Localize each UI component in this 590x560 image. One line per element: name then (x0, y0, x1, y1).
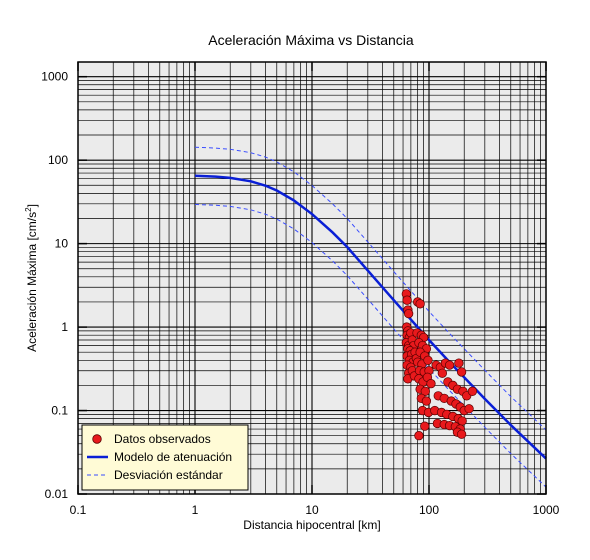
data-point (415, 299, 425, 309)
y-tick-label: 100 (48, 153, 68, 167)
y-axis-label-superscript: 2 (24, 207, 33, 212)
data-point (457, 416, 467, 426)
data-point (444, 360, 455, 370)
y-tick-label: 0.01 (45, 487, 69, 501)
data-point (426, 379, 436, 389)
legend-label-deviation: Desviación estándar (114, 468, 223, 482)
data-point (423, 355, 433, 365)
data-point (420, 421, 430, 431)
x-tick-label: 0.1 (70, 503, 87, 517)
axis-ticks (77, 62, 547, 495)
x-tick-label: 100 (419, 503, 439, 517)
data-point (454, 358, 464, 368)
y-tick-labels: 0.01 0.1 1 10 100 1000 (41, 70, 68, 501)
legend-marker-observed (92, 434, 102, 444)
model-line (194, 174, 547, 460)
x-tick-labels: 0.1 1 10 100 1000 (70, 503, 560, 517)
x-tick-label: 1 (192, 503, 199, 517)
legend-box (81, 424, 249, 491)
data-point (421, 396, 432, 406)
data-point (456, 367, 467, 377)
data-point (467, 386, 478, 396)
y-axis-label: Aceleración Máxima [cm/s2] (24, 204, 39, 352)
y-tick-label: 1 (61, 320, 68, 334)
data-point (456, 429, 467, 439)
data-point (420, 386, 430, 396)
data-point (414, 431, 424, 441)
x-tick-label: 10 (305, 503, 319, 517)
y-axis-label-main: Aceleración Máxima [cm/s (25, 212, 39, 352)
legend: Datos observados Modelo de atenuación De… (81, 424, 249, 491)
deviation-line-2 (194, 146, 547, 431)
data-points (401, 289, 478, 441)
deviation-line-3 (194, 203, 547, 488)
y-axis-label-end: ] (25, 204, 39, 207)
y-tick-label: 1000 (41, 70, 68, 84)
series-lines (194, 146, 547, 488)
data-point (404, 308, 414, 319)
data-point (402, 295, 412, 305)
y-tick-label: 10 (55, 237, 69, 251)
legend-label-model: Modelo de atenuación (114, 450, 232, 464)
data-point (437, 368, 447, 378)
data-point (464, 404, 474, 414)
plot-area (77, 61, 547, 495)
x-axis-label: Distancia hipocentral [km] (243, 518, 380, 532)
chart-title: Aceleración Máxima vs Distancia (208, 32, 414, 48)
x-tick-label: 1000 (533, 503, 560, 517)
y-tick-label: 0.1 (51, 404, 68, 418)
legend-label-observed: Datos observados (114, 432, 211, 446)
